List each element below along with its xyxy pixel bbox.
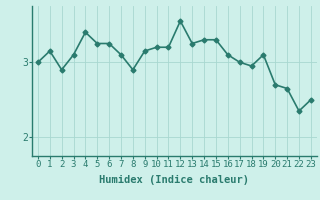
X-axis label: Humidex (Indice chaleur): Humidex (Indice chaleur) — [100, 175, 249, 185]
